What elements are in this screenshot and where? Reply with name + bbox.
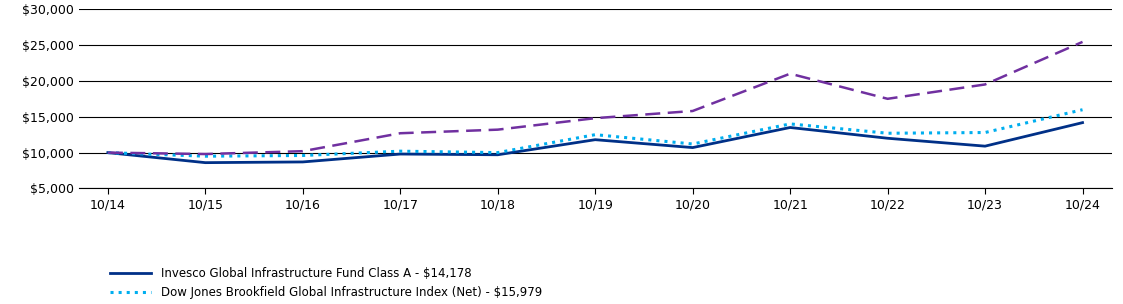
Legend: Invesco Global Infrastructure Fund Class A - $14,178, Dow Jones Brookfield Globa: Invesco Global Infrastructure Fund Class…	[106, 263, 547, 304]
Invesco Global Infrastructure Fund Class A - $14,178	[880, 136, 894, 140]
MSCI World Index (Net) - $25,431	[1076, 40, 1089, 44]
MSCI World Index (Net) - $25,431	[199, 152, 212, 156]
Invesco Global Infrastructure Fund Class A - $14,178	[296, 160, 310, 164]
Invesco Global Infrastructure Fund Class A - $14,178	[393, 152, 407, 156]
MSCI World Index (Net) - $25,431	[686, 109, 700, 113]
Dow Jones Brookfield Global Infrastructure Index (Net) - $15,979	[784, 122, 797, 126]
Invesco Global Infrastructure Fund Class A - $14,178	[978, 144, 992, 148]
MSCI World Index (Net) - $25,431	[978, 83, 992, 86]
MSCI World Index (Net) - $25,431	[101, 151, 115, 154]
Invesco Global Infrastructure Fund Class A - $14,178	[784, 126, 797, 129]
Invesco Global Infrastructure Fund Class A - $14,178	[686, 146, 700, 149]
Invesco Global Infrastructure Fund Class A - $14,178	[101, 151, 115, 154]
Dow Jones Brookfield Global Infrastructure Index (Net) - $15,979	[880, 131, 894, 135]
Invesco Global Infrastructure Fund Class A - $14,178	[1076, 121, 1089, 124]
Dow Jones Brookfield Global Infrastructure Index (Net) - $15,979	[1076, 108, 1089, 112]
MSCI World Index (Net) - $25,431	[296, 149, 310, 153]
Invesco Global Infrastructure Fund Class A - $14,178	[491, 153, 504, 157]
MSCI World Index (Net) - $25,431	[491, 128, 504, 131]
Dow Jones Brookfield Global Infrastructure Index (Net) - $15,979	[588, 133, 602, 136]
Dow Jones Brookfield Global Infrastructure Index (Net) - $15,979	[101, 151, 115, 154]
Dow Jones Brookfield Global Infrastructure Index (Net) - $15,979	[978, 131, 992, 134]
Dow Jones Brookfield Global Infrastructure Index (Net) - $15,979	[491, 151, 504, 154]
Line: Dow Jones Brookfield Global Infrastructure Index (Net) - $15,979: Dow Jones Brookfield Global Infrastructu…	[108, 110, 1083, 156]
Line: MSCI World Index (Net) - $25,431: MSCI World Index (Net) - $25,431	[108, 42, 1083, 154]
Dow Jones Brookfield Global Infrastructure Index (Net) - $15,979	[393, 149, 407, 153]
Dow Jones Brookfield Global Infrastructure Index (Net) - $15,979	[199, 154, 212, 158]
Invesco Global Infrastructure Fund Class A - $14,178	[199, 161, 212, 164]
MSCI World Index (Net) - $25,431	[393, 131, 407, 135]
MSCI World Index (Net) - $25,431	[880, 97, 894, 101]
Dow Jones Brookfield Global Infrastructure Index (Net) - $15,979	[686, 142, 700, 146]
Line: Invesco Global Infrastructure Fund Class A - $14,178: Invesco Global Infrastructure Fund Class…	[108, 123, 1083, 163]
MSCI World Index (Net) - $25,431	[588, 116, 602, 120]
Dow Jones Brookfield Global Infrastructure Index (Net) - $15,979	[296, 154, 310, 157]
MSCI World Index (Net) - $25,431	[784, 72, 797, 75]
Invesco Global Infrastructure Fund Class A - $14,178	[588, 138, 602, 142]
